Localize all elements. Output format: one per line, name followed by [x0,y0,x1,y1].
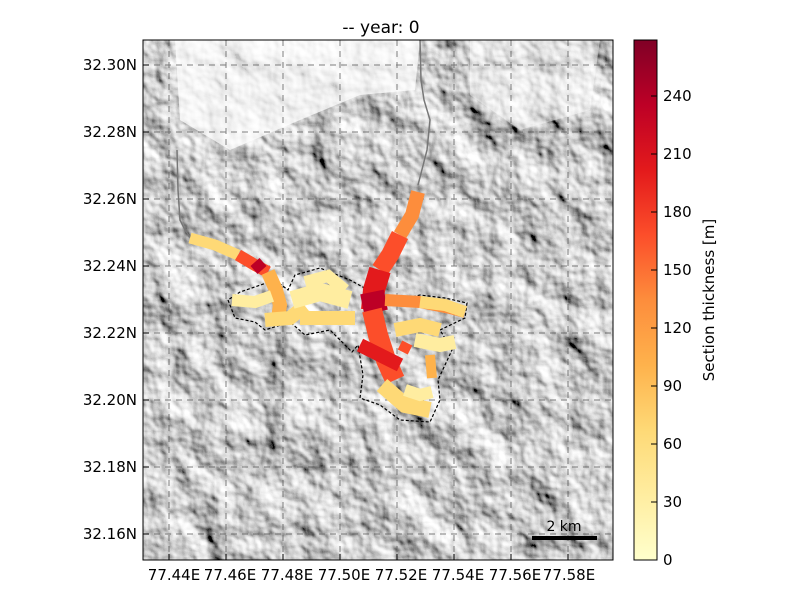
map-frame [142,39,614,561]
y-tick-label: 32.24N [83,257,137,275]
scale-bar-label: 2 km [546,519,581,535]
y-tick-label: 32.20N [83,391,137,409]
y-tick-label: 32.16N [83,525,137,543]
x-tick-label: 77.48E [261,566,313,584]
glacier-thickness-flowlines [188,190,467,418]
y-axis-labels: 32.30N 32.28N 32.26N 32.24N 32.22N 32.20… [83,56,137,543]
flowline-north [417,40,431,186]
colorbar-tick-label: 120 [663,319,692,337]
colorbar-tick-label: 0 [663,551,673,569]
x-tick-label: 77.58E [543,566,595,584]
y-tick-label: 32.28N [83,123,137,141]
x-axis [168,554,569,560]
colorbar-tick-label: 240 [663,87,692,105]
y-tick-label: 32.18N [83,458,137,476]
colorbar-tick-label: 60 [663,435,682,453]
glacier-outline [227,267,468,423]
y-axis [143,64,149,535]
colorbar-tick-label: 30 [663,493,682,511]
colorbar-label: Section thickness [m] [700,219,718,381]
y-tick-label: 32.30N [83,56,137,74]
y-tick-label: 32.22N [83,324,137,342]
colorbar-tick-label: 150 [663,261,692,279]
colorbar-labels: 0 30 60 90 120 150 180 210 240 [663,87,692,569]
y-tick-label: 32.26N [83,190,137,208]
valley-floor-north [175,40,420,150]
flowline-west [176,149,193,241]
colorbar-tick-label: 210 [663,145,692,163]
colorbar-tick-label: 180 [663,203,692,221]
map-title: -- year: 0 [342,18,419,38]
x-tick-label: 77.54E [432,566,484,584]
x-tick-label: 77.56E [489,566,541,584]
x-tick-label: 77.46E [204,566,256,584]
map-panel: 2 km [143,40,613,560]
x-tick-label: 77.50E [318,566,370,584]
x-tick-label: 77.44E [148,566,200,584]
x-axis-labels: 77.44E 77.46E 77.48E 77.50E 77.52E 77.54… [148,566,595,584]
x-tick-label: 77.52E [375,566,427,584]
colorbar-ticks [651,95,657,561]
colorbar-tick-label: 90 [663,377,682,395]
colorbar [633,39,658,561]
